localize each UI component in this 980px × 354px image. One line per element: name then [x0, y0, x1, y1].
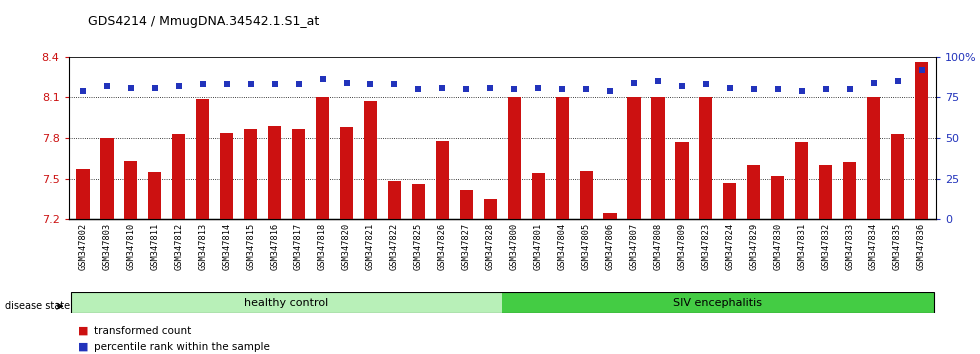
Text: GSM347832: GSM347832 [821, 223, 830, 270]
Bar [436, 141, 449, 219]
Bar [771, 176, 784, 219]
Bar [124, 161, 137, 219]
Bar [556, 97, 568, 219]
Text: ■: ■ [78, 326, 89, 336]
Text: GSM347829: GSM347829 [750, 223, 759, 270]
Bar [388, 182, 401, 219]
Bar [484, 199, 497, 219]
Text: GDS4214 / MmugDNA.34542.1.S1_at: GDS4214 / MmugDNA.34542.1.S1_at [88, 15, 319, 28]
Bar [292, 129, 305, 219]
Bar [220, 133, 233, 219]
Bar [269, 126, 281, 219]
Bar [172, 134, 185, 219]
Text: GSM347814: GSM347814 [222, 223, 231, 270]
Text: GSM347818: GSM347818 [318, 223, 327, 270]
Text: GSM347805: GSM347805 [581, 223, 591, 270]
Bar [795, 142, 808, 219]
Text: GSM347836: GSM347836 [917, 223, 926, 270]
Text: percentile rank within the sample: percentile rank within the sample [94, 342, 270, 352]
Bar [579, 171, 593, 219]
Bar [891, 134, 905, 219]
Bar [675, 142, 689, 219]
Text: GSM347817: GSM347817 [294, 223, 303, 270]
Bar [196, 99, 210, 219]
Bar [364, 102, 377, 219]
Text: GSM347812: GSM347812 [174, 223, 183, 270]
Bar [100, 138, 114, 219]
Text: GSM347834: GSM347834 [869, 223, 878, 270]
Bar [502, 292, 934, 313]
Bar [867, 97, 880, 219]
Text: GSM347833: GSM347833 [845, 223, 855, 270]
Text: GSM347820: GSM347820 [342, 223, 351, 270]
Bar [508, 97, 520, 219]
Text: GSM347826: GSM347826 [438, 223, 447, 270]
Text: GSM347828: GSM347828 [486, 223, 495, 270]
Bar [148, 172, 162, 219]
Text: GSM347802: GSM347802 [78, 223, 87, 270]
Text: ■: ■ [78, 342, 89, 352]
Text: GSM347827: GSM347827 [462, 223, 470, 270]
Bar [316, 97, 329, 219]
Text: GSM347831: GSM347831 [798, 223, 807, 270]
Text: GSM347824: GSM347824 [725, 223, 734, 270]
Text: GSM347810: GSM347810 [126, 223, 135, 270]
Bar [340, 127, 353, 219]
Text: GSM347830: GSM347830 [773, 223, 782, 270]
Text: healthy control: healthy control [244, 298, 328, 308]
Text: GSM347823: GSM347823 [702, 223, 710, 270]
Text: GSM347806: GSM347806 [606, 223, 614, 270]
Text: SIV encephalitis: SIV encephalitis [673, 298, 762, 308]
Text: GSM347822: GSM347822 [390, 223, 399, 270]
Text: GSM347800: GSM347800 [510, 223, 518, 270]
Bar [460, 190, 473, 219]
Text: GSM347807: GSM347807 [629, 223, 639, 270]
Bar [915, 62, 928, 219]
Bar [71, 292, 502, 313]
Text: GSM347835: GSM347835 [893, 223, 902, 270]
Bar [723, 183, 736, 219]
Text: GSM347816: GSM347816 [270, 223, 279, 270]
Text: GSM347808: GSM347808 [654, 223, 662, 270]
Text: GSM347801: GSM347801 [534, 223, 543, 270]
Bar [604, 213, 616, 219]
Bar [747, 165, 760, 219]
Bar [531, 173, 545, 219]
Bar [652, 97, 664, 219]
Text: GSM347813: GSM347813 [198, 223, 207, 270]
Bar [76, 169, 89, 219]
Text: GSM347825: GSM347825 [414, 223, 423, 270]
Text: GSM347803: GSM347803 [103, 223, 112, 270]
Bar [843, 162, 857, 219]
Bar [819, 165, 832, 219]
Bar [244, 129, 258, 219]
Bar [700, 97, 712, 219]
Text: GSM347804: GSM347804 [558, 223, 566, 270]
Text: GSM347811: GSM347811 [150, 223, 160, 270]
Bar [627, 97, 641, 219]
Text: GSM347809: GSM347809 [677, 223, 686, 270]
Bar [412, 184, 425, 219]
Text: transformed count: transformed count [94, 326, 191, 336]
Text: disease state: disease state [5, 301, 70, 311]
Text: GSM347815: GSM347815 [246, 223, 255, 270]
Text: GSM347821: GSM347821 [366, 223, 375, 270]
